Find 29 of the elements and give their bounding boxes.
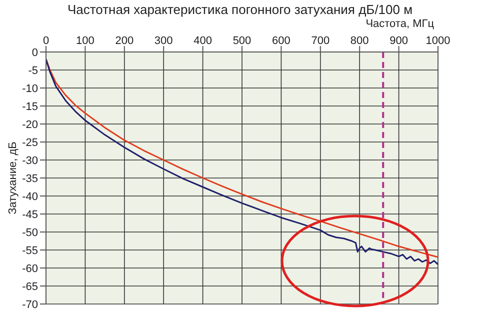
y-tick-label: -5 bbox=[28, 64, 38, 77]
x-tick-label: 500 bbox=[232, 35, 252, 47]
y-tick-label: -65 bbox=[22, 280, 38, 293]
y-tick-label: -70 bbox=[22, 298, 38, 311]
y-tick-label: 0 bbox=[32, 46, 38, 59]
x-tick-label: 100 bbox=[76, 35, 94, 47]
x-tick-label: 900 bbox=[390, 35, 408, 47]
y-tick-label: -20 bbox=[22, 118, 38, 131]
y-tick-label: -50 bbox=[22, 226, 38, 239]
x-tick-label: 0 bbox=[42, 35, 50, 47]
x-tick-label: 400 bbox=[194, 35, 212, 47]
y-tick-label: -55 bbox=[22, 244, 38, 257]
x-tick-label: 300 bbox=[154, 35, 173, 47]
y-tick-label: -25 bbox=[22, 136, 38, 149]
x-tick-label: 700 bbox=[311, 35, 330, 47]
x-tick-label: 200 bbox=[115, 35, 134, 47]
y-tick-label: -60 bbox=[22, 262, 38, 275]
x-axis-title: Частота, МГц bbox=[366, 18, 434, 30]
x-tick-label: 1000 bbox=[426, 35, 450, 47]
y-tick-label: -10 bbox=[22, 82, 38, 95]
x-tick-label: 600 bbox=[272, 35, 290, 47]
y-axis-title: Затухание, дБ bbox=[6, 142, 19, 214]
y-tick-label: -40 bbox=[22, 190, 38, 203]
y-tick-label: -35 bbox=[22, 172, 38, 185]
y-tick-label: -45 bbox=[22, 208, 38, 221]
x-tick-label: 800 bbox=[350, 35, 369, 47]
y-tick-label: -30 bbox=[22, 154, 38, 167]
y-tick-label: -15 bbox=[22, 100, 38, 113]
chart-title: Частотная характеристика погонного затухания дБ/100 м bbox=[66, 2, 414, 17]
